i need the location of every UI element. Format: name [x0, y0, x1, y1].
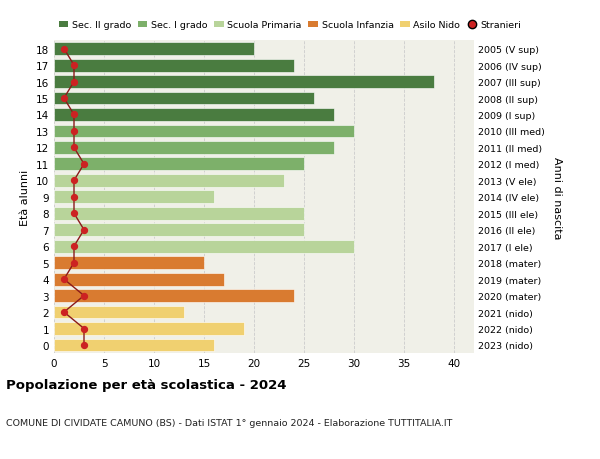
- Bar: [54, 191, 214, 204]
- Bar: [54, 174, 284, 187]
- Bar: [54, 273, 224, 286]
- Point: [59, 46, 69, 53]
- Bar: [54, 142, 334, 155]
- Bar: [54, 306, 184, 319]
- Bar: [54, 43, 254, 56]
- Point: [69, 112, 79, 119]
- Bar: [54, 92, 314, 105]
- Point: [79, 292, 89, 300]
- Point: [79, 341, 89, 349]
- Point: [69, 243, 79, 250]
- Point: [69, 78, 79, 86]
- Bar: [54, 158, 304, 171]
- Point: [69, 128, 79, 135]
- Point: [59, 309, 69, 316]
- Point: [79, 161, 89, 168]
- Bar: [54, 76, 434, 89]
- Legend: Sec. II grado, Sec. I grado, Scuola Primaria, Scuola Infanzia, Asilo Nido, Stran: Sec. II grado, Sec. I grado, Scuola Prim…: [59, 22, 521, 30]
- Point: [69, 259, 79, 267]
- Point: [69, 210, 79, 218]
- Y-axis label: Età alunni: Età alunni: [20, 169, 31, 225]
- Bar: [54, 60, 294, 73]
- Point: [69, 62, 79, 70]
- Bar: [54, 290, 294, 302]
- Bar: [54, 257, 204, 269]
- Point: [69, 145, 79, 152]
- Bar: [54, 240, 354, 253]
- Point: [79, 227, 89, 234]
- Point: [59, 95, 69, 102]
- Bar: [54, 224, 304, 237]
- Text: Popolazione per età scolastica - 2024: Popolazione per età scolastica - 2024: [6, 379, 287, 392]
- Bar: [54, 339, 214, 352]
- Y-axis label: Anni di nascita: Anni di nascita: [552, 156, 562, 239]
- Bar: [54, 125, 354, 138]
- Point: [79, 325, 89, 332]
- Bar: [54, 207, 304, 220]
- Point: [69, 177, 79, 185]
- Point: [69, 194, 79, 201]
- Bar: [54, 322, 244, 335]
- Bar: [54, 109, 334, 122]
- Text: COMUNE DI CIVIDATE CAMUNO (BS) - Dati ISTAT 1° gennaio 2024 - Elaborazione TUTTI: COMUNE DI CIVIDATE CAMUNO (BS) - Dati IS…: [6, 418, 452, 427]
- Point: [59, 276, 69, 283]
